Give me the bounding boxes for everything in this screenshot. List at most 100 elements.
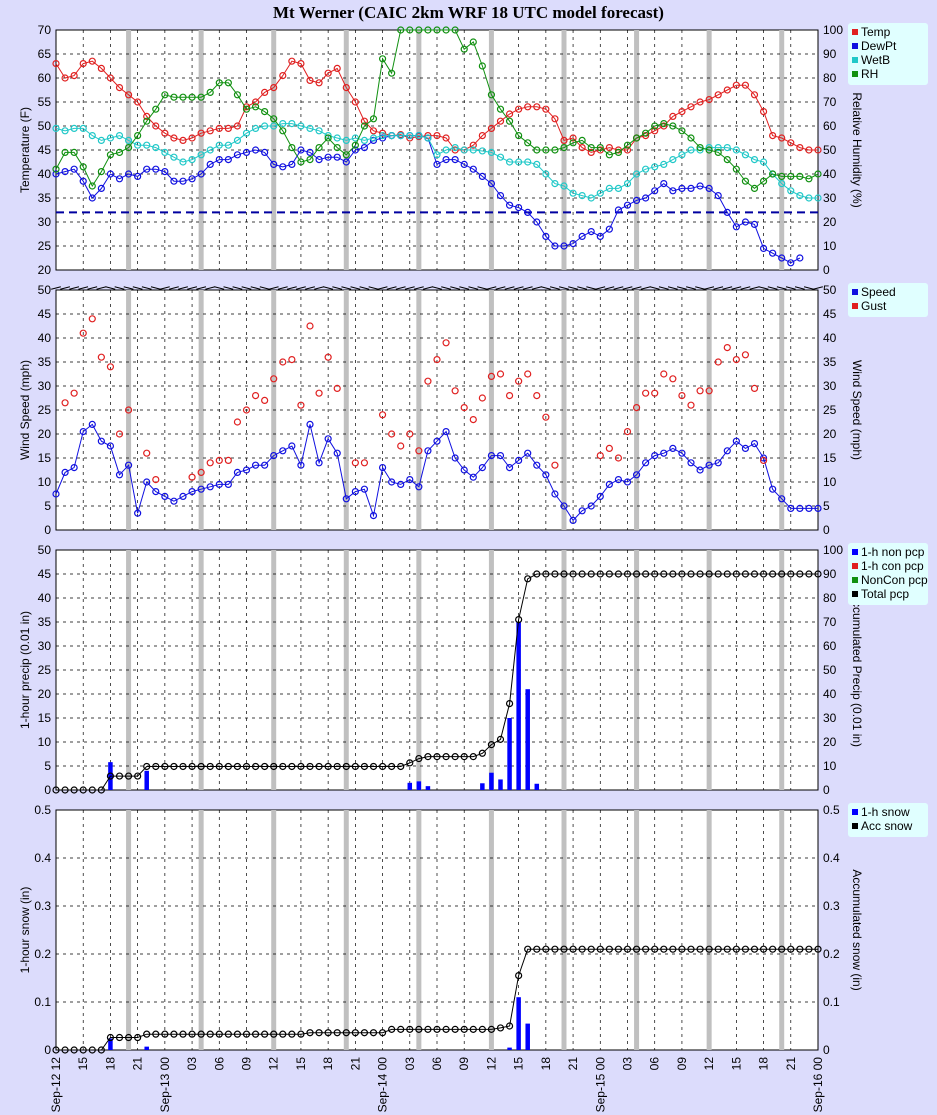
y-tick-label: 0.2 (34, 947, 51, 961)
wind-barb (377, 286, 388, 290)
data-point (378, 129, 387, 137)
wind-barb (60, 286, 71, 290)
data-point (342, 762, 350, 771)
data-point (732, 570, 740, 578)
y-tick-label: 40 (38, 591, 52, 605)
data-point (542, 232, 550, 240)
data-point (442, 339, 450, 347)
precip-bar (144, 1046, 149, 1050)
data-point (279, 447, 287, 455)
data-point (52, 59, 60, 68)
data-point (315, 79, 323, 87)
wind-barb (259, 286, 270, 290)
data-point (759, 107, 768, 116)
legend-box (848, 543, 928, 605)
y-tick-label: 0.5 (34, 803, 51, 817)
data-point (605, 184, 613, 192)
data-point (52, 170, 60, 178)
data-point (143, 762, 151, 771)
data-point (242, 129, 251, 137)
data-point (750, 184, 759, 192)
y-tick-label-right: 30 (823, 191, 837, 205)
data-point (587, 945, 595, 953)
wind-barb (314, 286, 325, 290)
data-point (705, 387, 713, 395)
data-point (378, 411, 387, 419)
y-tick-label: 50 (38, 283, 52, 297)
data-point (261, 396, 269, 404)
data-point (143, 449, 151, 457)
data-point (551, 461, 559, 469)
data-point (415, 1025, 423, 1033)
y-tick-label: 35 (38, 191, 52, 205)
data-point (306, 124, 314, 132)
legend-swatch (852, 57, 858, 63)
wind-barb (549, 286, 560, 290)
data-point (469, 753, 477, 761)
data-point (297, 146, 305, 154)
x-tick-label: Sep-12 12 (49, 1057, 63, 1113)
data-point (587, 148, 595, 156)
y-tick-label-right: 60 (823, 119, 837, 133)
data-point (152, 488, 160, 496)
data-point (261, 88, 269, 97)
data-point (378, 132, 387, 140)
data-point (769, 570, 777, 578)
wind-barb (78, 286, 89, 290)
data-point (632, 404, 641, 412)
data-point (632, 570, 641, 578)
data-point (242, 103, 251, 111)
data-point (188, 473, 196, 481)
data-point (524, 575, 532, 583)
wind-barb (531, 286, 542, 290)
data-point (188, 175, 196, 183)
data-point (215, 124, 223, 132)
data-point (814, 170, 822, 178)
data-point (505, 464, 514, 472)
data-point (660, 945, 668, 953)
y-axis-label: Wind Speed (mph) (18, 360, 32, 460)
y-axis-label-right: Accumulated snow (in) (850, 869, 864, 990)
data-point (542, 945, 550, 953)
data-point (451, 146, 459, 154)
data-point (70, 148, 78, 156)
data-point (70, 786, 78, 794)
data-point (251, 461, 260, 469)
data-point (515, 377, 523, 385)
y-tick-label: 20 (38, 427, 52, 441)
data-point (451, 144, 459, 152)
data-point (79, 329, 87, 337)
wind-barb (196, 286, 207, 290)
data-point (769, 132, 777, 140)
data-point (224, 762, 232, 771)
data-point (70, 1046, 78, 1054)
data-point (106, 1033, 115, 1042)
data-point (669, 570, 677, 578)
data-point (705, 144, 713, 152)
data-point (378, 762, 387, 771)
data-point (796, 144, 804, 152)
y-axis-label: Temperature (F) (18, 107, 32, 193)
data-point (197, 1030, 205, 1038)
y-tick-label-right: 0 (823, 263, 830, 277)
y-tick-label-right: 5 (823, 499, 830, 513)
data-point (669, 945, 677, 953)
data-point (270, 452, 278, 460)
data-point (759, 454, 768, 462)
data-point (270, 160, 278, 168)
data-point (324, 435, 332, 443)
wind-barb (441, 286, 452, 290)
data-point (134, 1033, 142, 1042)
y-tick-label: 25 (38, 239, 52, 253)
wind-barb (731, 286, 742, 290)
data-point (732, 223, 740, 231)
data-point (524, 208, 532, 216)
data-point (333, 64, 341, 73)
data-point (632, 196, 641, 204)
data-point (369, 762, 378, 771)
data-point (152, 165, 160, 173)
data-point (115, 430, 124, 438)
data-point (487, 180, 496, 188)
data-point (651, 163, 659, 171)
